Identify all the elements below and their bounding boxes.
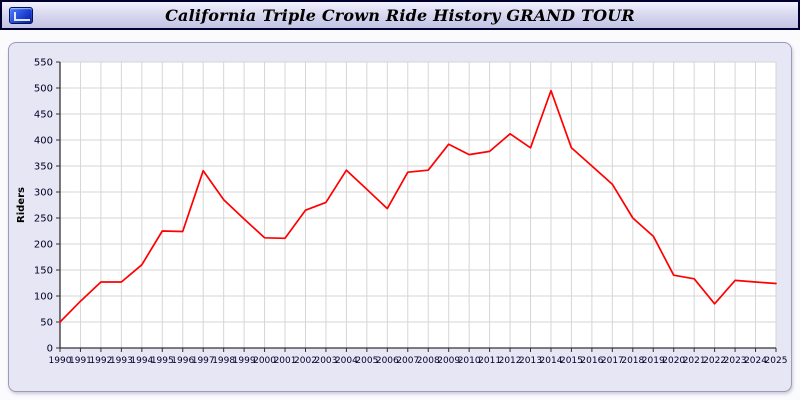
x-tick-label: 2005	[355, 356, 378, 366]
y-tick-label: 550	[34, 58, 53, 69]
y-tick-label: 250	[34, 214, 53, 225]
x-tick-label: 1992	[89, 356, 112, 366]
y-tick-label: 300	[34, 188, 53, 199]
x-tick-label: 2000	[253, 356, 276, 366]
x-tick-label: 1994	[130, 356, 153, 366]
x-tick-label: 1996	[171, 356, 194, 366]
x-tick-label: 1999	[233, 356, 256, 366]
x-tick-label: 2015	[560, 356, 583, 366]
plot-area	[60, 62, 776, 348]
x-tick-label: 2008	[417, 356, 440, 366]
y-tick-label: 500	[34, 84, 53, 95]
x-tick-label: 2011	[478, 356, 501, 366]
x-tick-label: 1991	[69, 356, 92, 366]
y-tick-label: 400	[34, 136, 53, 147]
x-tick-label: 1995	[151, 356, 174, 366]
x-tick-label: 1993	[110, 356, 133, 366]
x-tick-label: 1998	[212, 356, 235, 366]
x-tick-label: 2014	[540, 356, 563, 366]
x-tick-label: 1990	[49, 356, 72, 366]
page-title: California Triple Crown Ride History GRA…	[165, 5, 635, 25]
y-tick-label: 50	[40, 318, 53, 329]
x-tick-label: 2017	[601, 356, 624, 366]
x-tick-label: 2012	[499, 356, 522, 366]
x-tick-label: 2018	[621, 356, 644, 366]
chart-panel: 0 50 100 150 200 250 300 350 400 450 500 550 1990 199…	[8, 42, 792, 392]
app-window-icon[interactable]	[9, 7, 33, 24]
x-tick-label: 2007	[396, 356, 419, 366]
x-tick-label: 2009	[437, 356, 460, 366]
y-tick-label: 450	[34, 110, 53, 121]
title-bar: California Triple Crown Ride History GRA…	[0, 0, 800, 30]
x-tick-label: 2002	[294, 356, 317, 366]
x-tick-label: 2001	[274, 356, 297, 366]
x-tick-label: 1997	[192, 356, 215, 366]
y-tick-label: 100	[34, 292, 53, 303]
x-tick-label: 2003	[314, 356, 337, 366]
x-tick-label: 2020	[662, 356, 685, 366]
line-chart: 0501001502002503003504004505005501990199…	[16, 58, 788, 367]
y-axis-title: Riders	[16, 187, 27, 223]
x-tick-label: 2022	[703, 356, 726, 366]
x-tick-label: 2021	[683, 356, 706, 366]
x-tick-label: 2019	[642, 356, 665, 366]
x-tick-label: 2004	[335, 356, 358, 366]
x-tick-label: 2006	[376, 356, 399, 366]
x-tick-label: 2013	[519, 356, 542, 366]
x-tick-label: 2024	[744, 356, 767, 366]
y-tick-label: 350	[34, 162, 53, 173]
y-tick-label: 200	[34, 240, 53, 251]
riders-series-line	[59, 89, 777, 323]
x-tick-label: 2025	[765, 356, 788, 366]
x-tick-label: 2010	[458, 356, 481, 366]
y-tick-label: 150	[34, 266, 53, 277]
y-tick-label: 0	[47, 344, 53, 355]
x-tick-label: 2016	[580, 356, 603, 366]
x-tick-label: 2023	[724, 356, 747, 366]
